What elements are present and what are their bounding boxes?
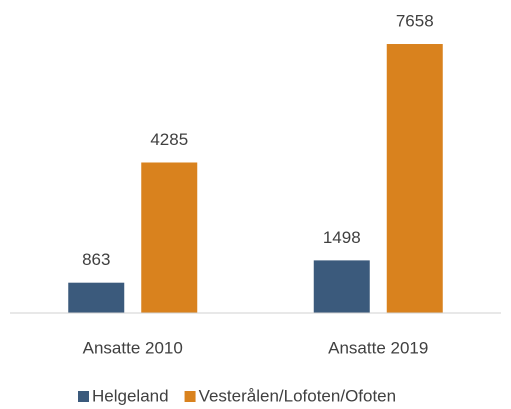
value-label: 863 [82,250,110,269]
legend-swatch [184,391,196,402]
value-label: 1498 [323,228,361,247]
legend-label: Vesterålen/Lofoten/Ofoten [199,386,397,405]
legend-label: Helgeland [92,386,169,405]
bar [313,260,370,313]
value-label: 4285 [150,130,188,149]
bar [68,282,125,313]
legend-swatch [78,391,89,402]
value-label: 7658 [396,11,434,30]
x-tick-label: Ansatte 2019 [328,338,428,357]
bar [141,162,198,313]
bar [386,44,443,313]
x-tick-label: Ansatte 2010 [83,338,183,357]
